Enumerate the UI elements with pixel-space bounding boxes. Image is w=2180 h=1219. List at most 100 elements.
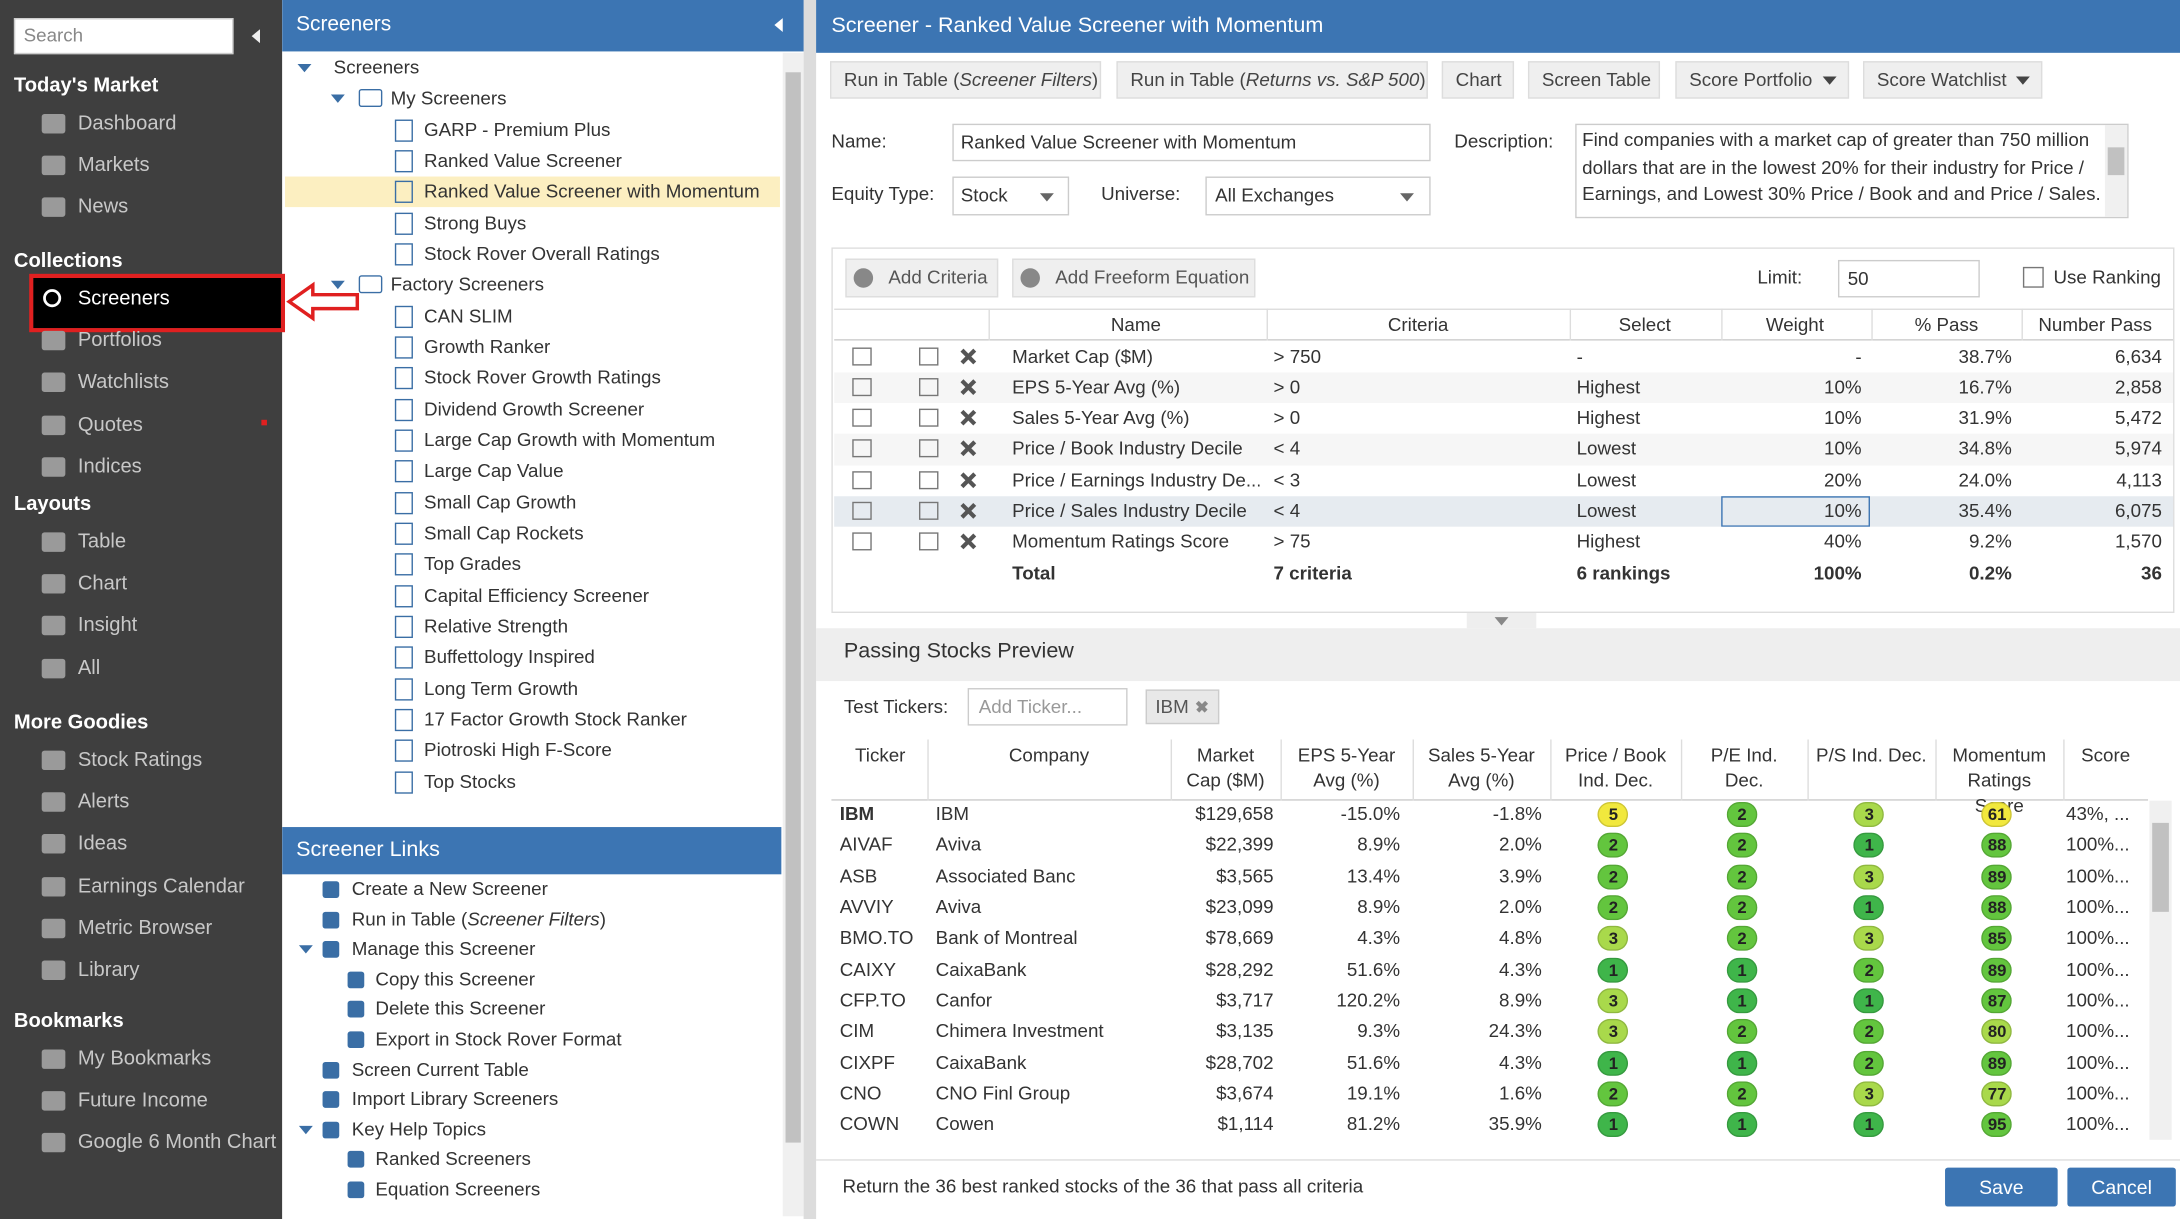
link[interactable]: Create a New Screener bbox=[351, 878, 548, 900]
toolbar-label[interactable]: Run in Table (Screener Filters) bbox=[844, 66, 1098, 94]
nav-item[interactable]: All bbox=[77, 656, 101, 680]
link[interactable]: Run in Table (Screener Filters) bbox=[352, 906, 769, 934]
badge-value: 1 bbox=[1864, 1115, 1874, 1135]
link[interactable]: Ranked Screeners bbox=[375, 1148, 531, 1170]
ticker-cell: AIVAF bbox=[839, 834, 893, 856]
toolbar-label[interactable]: Run in Table (Returns vs. S&P 500) bbox=[1130, 66, 1425, 94]
tree-item[interactable]: GARP - Premium Plus bbox=[424, 119, 611, 140]
toolbar-label[interactable]: Score Watchlist bbox=[1876, 68, 2007, 90]
nav-item[interactable]: Google 6 Month Chart bbox=[77, 1132, 277, 1155]
link[interactable]: Manage this Screener bbox=[351, 938, 536, 960]
stock-cell: -1.8% bbox=[1492, 803, 1542, 825]
tree-item[interactable]: Large Cap Value bbox=[424, 460, 564, 482]
nav-item[interactable]: Markets bbox=[77, 154, 150, 177]
tree-folder[interactable]: My Screeners bbox=[390, 88, 507, 109]
nav-item[interactable]: Alerts bbox=[77, 791, 130, 814]
nav-item[interactable]: Quotes bbox=[77, 413, 143, 436]
link[interactable]: Copy this Screener bbox=[375, 968, 536, 990]
nav-item[interactable]: My Bookmarks bbox=[77, 1048, 212, 1071]
nav-item[interactable]: Watchlists bbox=[77, 371, 169, 394]
nav-item[interactable]: Ideas bbox=[77, 833, 128, 856]
stock-cell: Aviva bbox=[935, 896, 982, 918]
tree-item[interactable]: 17 Factor Growth Stock Ranker bbox=[424, 708, 687, 730]
criteria-cell: Price / Book Industry Decile bbox=[1012, 438, 1243, 460]
nav-item[interactable]: Table bbox=[77, 530, 127, 554]
nav-item[interactable]: Earnings Calendar bbox=[77, 875, 245, 898]
nav-icon bbox=[41, 574, 66, 594]
tree-item[interactable]: Dividend Growth Screener bbox=[424, 398, 645, 420]
toolbar-label[interactable]: Screen Table bbox=[1541, 68, 1652, 90]
tree-item[interactable]: Long Term Growth bbox=[424, 677, 579, 699]
score-badge: 2 bbox=[1726, 1019, 1757, 1045]
column-header: EPS 5-Year Avg (%) bbox=[1297, 745, 1396, 791]
tree-item[interactable]: Buffettology Inspired bbox=[424, 646, 595, 668]
file-icon bbox=[394, 336, 413, 359]
toolbar-label[interactable]: Score Portfolio bbox=[1689, 68, 1813, 90]
nav-item[interactable]: Screeners bbox=[77, 287, 170, 310]
tree-item[interactable]: Relative Strength bbox=[424, 615, 569, 637]
button-label[interactable]: Add Criteria bbox=[888, 266, 988, 288]
badge-value: 80 bbox=[1987, 1022, 2007, 1042]
score-badge: 2 bbox=[1726, 1081, 1757, 1107]
link[interactable]: Delete this Screener bbox=[375, 998, 546, 1020]
tree-item[interactable]: Small Cap Rockets bbox=[424, 522, 584, 544]
nav-item[interactable]: Chart bbox=[77, 572, 128, 596]
link[interactable]: Screen Current Table bbox=[351, 1058, 529, 1080]
link[interactable]: Export in Stock Rover Format bbox=[375, 1028, 622, 1050]
save-label[interactable]: Save bbox=[1979, 1175, 2024, 1199]
nav-item[interactable]: Indices bbox=[77, 455, 142, 478]
nav-item[interactable]: Metric Browser bbox=[77, 917, 213, 940]
nav-icon bbox=[41, 155, 66, 176]
tree-item[interactable]: Strong Buys bbox=[424, 212, 527, 234]
badge-value: 3 bbox=[1608, 1022, 1619, 1042]
column-divider bbox=[2021, 308, 2023, 341]
link[interactable]: Key Help Topics bbox=[351, 1118, 487, 1140]
nav-icon bbox=[41, 750, 66, 771]
nav-item[interactable]: Library bbox=[77, 959, 140, 982]
checkbox-label[interactable]: Use Ranking bbox=[2053, 266, 2161, 288]
select-value[interactable]: Stock bbox=[960, 184, 1008, 206]
criteria-cell: 5,974 bbox=[2114, 438, 2162, 460]
tree-item[interactable]: Small Cap Growth bbox=[424, 491, 577, 513]
tree-item[interactable]: Stock Rover Overall Ratings bbox=[424, 243, 660, 265]
expand-arrow bbox=[330, 94, 345, 104]
tree-item[interactable]: CAN SLIM bbox=[424, 305, 513, 327]
tree-folder[interactable]: Factory Screeners bbox=[390, 274, 545, 296]
link[interactable]: Equation Screeners bbox=[375, 1178, 541, 1200]
tree-item[interactable]: Growth Ranker bbox=[424, 336, 551, 358]
column-divider bbox=[1266, 308, 1268, 341]
nav-item[interactable]: Stock Ratings bbox=[77, 749, 203, 772]
nav-item[interactable]: Dashboard bbox=[77, 112, 177, 135]
button-label[interactable]: Add Freeform Equation bbox=[1055, 266, 1250, 288]
tree-item[interactable]: Stock Rover Growth Ratings bbox=[424, 367, 661, 389]
nav-item[interactable]: News bbox=[77, 196, 129, 219]
tree-item[interactable]: Ranked Value Screener bbox=[424, 150, 622, 171]
badge-value: 2 bbox=[1737, 1084, 1747, 1104]
select-value[interactable]: All Exchanges bbox=[1215, 184, 1335, 206]
tree-item[interactable]: Large Cap Growth with Momentum bbox=[424, 429, 716, 451]
link-icon bbox=[322, 1061, 340, 1079]
nav-icon bbox=[41, 532, 66, 552]
ticker-cell: IBM bbox=[839, 803, 875, 825]
file-icon bbox=[394, 615, 413, 638]
criteria-cell: < 4 bbox=[1273, 438, 1301, 460]
select bbox=[952, 176, 1070, 216]
tree-item[interactable]: Top Stocks bbox=[424, 770, 516, 792]
tree-item[interactable]: Piotroski High F-Score bbox=[424, 739, 612, 761]
tree-item[interactable]: Capital Efficiency Screener bbox=[424, 584, 650, 606]
link[interactable]: Import Library Screeners bbox=[351, 1088, 559, 1110]
tree-item[interactable]: Top Grades bbox=[424, 553, 522, 575]
score-cell: 100%... bbox=[2066, 1113, 2130, 1135]
nav-item[interactable]: Portfolios bbox=[77, 329, 162, 352]
cancel-label[interactable]: Cancel bbox=[2091, 1175, 2152, 1199]
criteria-cell: 34.8% bbox=[1958, 438, 2012, 460]
nav-item[interactable]: Future Income bbox=[77, 1090, 208, 1113]
check-icon bbox=[852, 470, 872, 490]
nav-item[interactable]: Insight bbox=[77, 614, 138, 638]
score-badge: 3 bbox=[1853, 1081, 1884, 1107]
collapse-arrow bbox=[251, 29, 260, 44]
toolbar-label[interactable]: Chart bbox=[1455, 68, 1502, 90]
criteria-cell: 40% bbox=[1824, 531, 1862, 553]
tree-item[interactable]: Ranked Value Screener with Momentum bbox=[424, 181, 760, 202]
ticker-cell: COWN bbox=[839, 1113, 900, 1135]
